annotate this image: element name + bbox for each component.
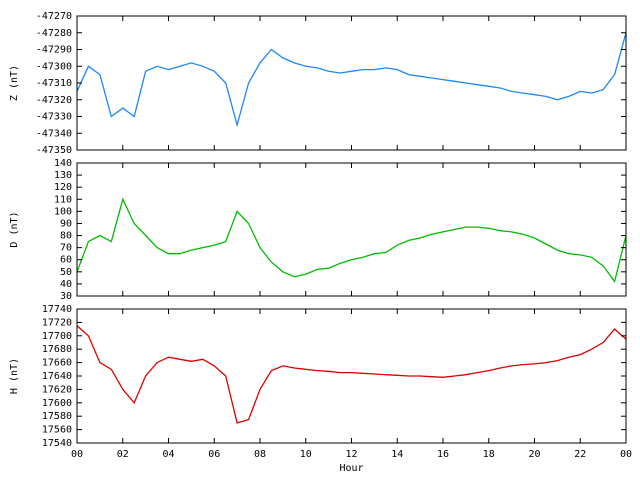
y-tick-label: 100 <box>54 206 72 217</box>
plot-frame <box>76 162 627 297</box>
y-tick-label: 90 <box>60 218 72 229</box>
y-tick-label: 50 <box>60 267 72 278</box>
x-tick-label: 16 <box>437 449 449 460</box>
plot-frame <box>76 15 627 151</box>
y-tick-label: 17720 <box>42 317 72 328</box>
x-tick-label: 14 <box>391 449 403 460</box>
x-tick-label: 08 <box>254 449 266 460</box>
y-tick-label: -47270 <box>36 11 72 22</box>
y-tick-label: 40 <box>60 279 72 290</box>
plot-frame <box>76 308 627 444</box>
y-tick-label: 30 <box>60 291 72 302</box>
y-tick-label: 110 <box>54 194 72 205</box>
y-tick-label: 80 <box>60 231 72 242</box>
y-tick-label: 17660 <box>42 358 72 369</box>
x-tick-label: 10 <box>300 449 312 460</box>
y-tick-label: 17620 <box>42 384 72 395</box>
x-tick-label: 00 <box>620 449 632 460</box>
x-tick-label: 00 <box>71 449 83 460</box>
y-tick-label: 17560 <box>42 425 72 436</box>
y-tick-label: 17740 <box>42 304 72 315</box>
x-tick-label: 20 <box>528 449 540 460</box>
x-axis-label: Hour <box>339 463 363 474</box>
y-tick-label: 140 <box>54 158 72 169</box>
y-axis-label: D (nT) <box>9 211 20 247</box>
y-tick-label: 17540 <box>42 438 72 449</box>
y-tick-label: 17680 <box>42 344 72 355</box>
y-tick-label: -47320 <box>36 95 72 106</box>
y-tick-label: -47300 <box>36 61 72 72</box>
y-tick-label: -47340 <box>36 128 72 139</box>
y-axis-label: Z (nT) <box>9 65 20 101</box>
x-tick-label: 12 <box>345 449 357 460</box>
y-tick-label: 17640 <box>42 371 72 382</box>
x-tick-label: 18 <box>483 449 495 460</box>
x-tick-label: 02 <box>117 449 129 460</box>
y-tick-label: 120 <box>54 182 72 193</box>
data-line <box>76 325 627 424</box>
y-axis-label: H (nT) <box>9 358 20 394</box>
y-tick-label: 70 <box>60 243 72 254</box>
y-tick-label: 17600 <box>42 398 72 409</box>
x-tick-label: 04 <box>162 449 174 460</box>
y-tick-label: -47290 <box>36 45 72 56</box>
y-tick-label: 130 <box>54 170 72 181</box>
data-line <box>76 32 627 128</box>
x-tick-label: 06 <box>208 449 220 460</box>
x-tick-label: 22 <box>574 449 586 460</box>
y-tick-label: -47350 <box>36 145 72 156</box>
y-tick-label: 60 <box>60 255 72 266</box>
data-line <box>76 197 627 284</box>
y-tick-label: -47280 <box>36 28 72 39</box>
y-tick-label: -47310 <box>36 78 72 89</box>
y-tick-label: 17700 <box>42 331 72 342</box>
y-tick-label: -47330 <box>36 112 72 123</box>
y-tick-label: 17580 <box>42 411 72 422</box>
